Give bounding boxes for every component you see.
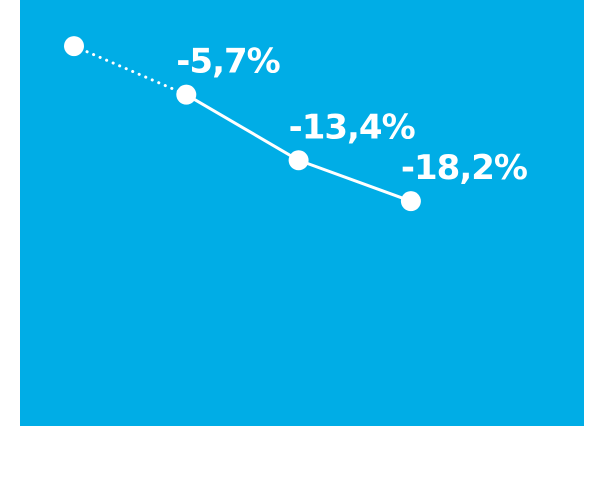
data-point-3 [400, 191, 421, 212]
data-label-2: -13,4% [289, 107, 415, 147]
data-point-2 [288, 150, 309, 171]
data-point-1 [176, 84, 197, 105]
data-point-0 [64, 36, 84, 57]
data-label-1: -5,7% [176, 42, 279, 82]
series-segment-1 [184, 93, 301, 162]
series-segment-2 [297, 158, 413, 203]
data-label-3: -18,2% [401, 148, 527, 188]
line-chart: -5,7%-13,4%-18,2% [20, 0, 584, 426]
series-segments [72, 44, 413, 203]
series-data-labels: -5,7%-13,4%-18,2% [176, 42, 528, 189]
series-segment-0 [72, 44, 188, 97]
chart-panel: -5,7% -13,4% -18,2% [20, 0, 584, 426]
series-points [64, 36, 421, 212]
chart-background [20, 0, 584, 426]
